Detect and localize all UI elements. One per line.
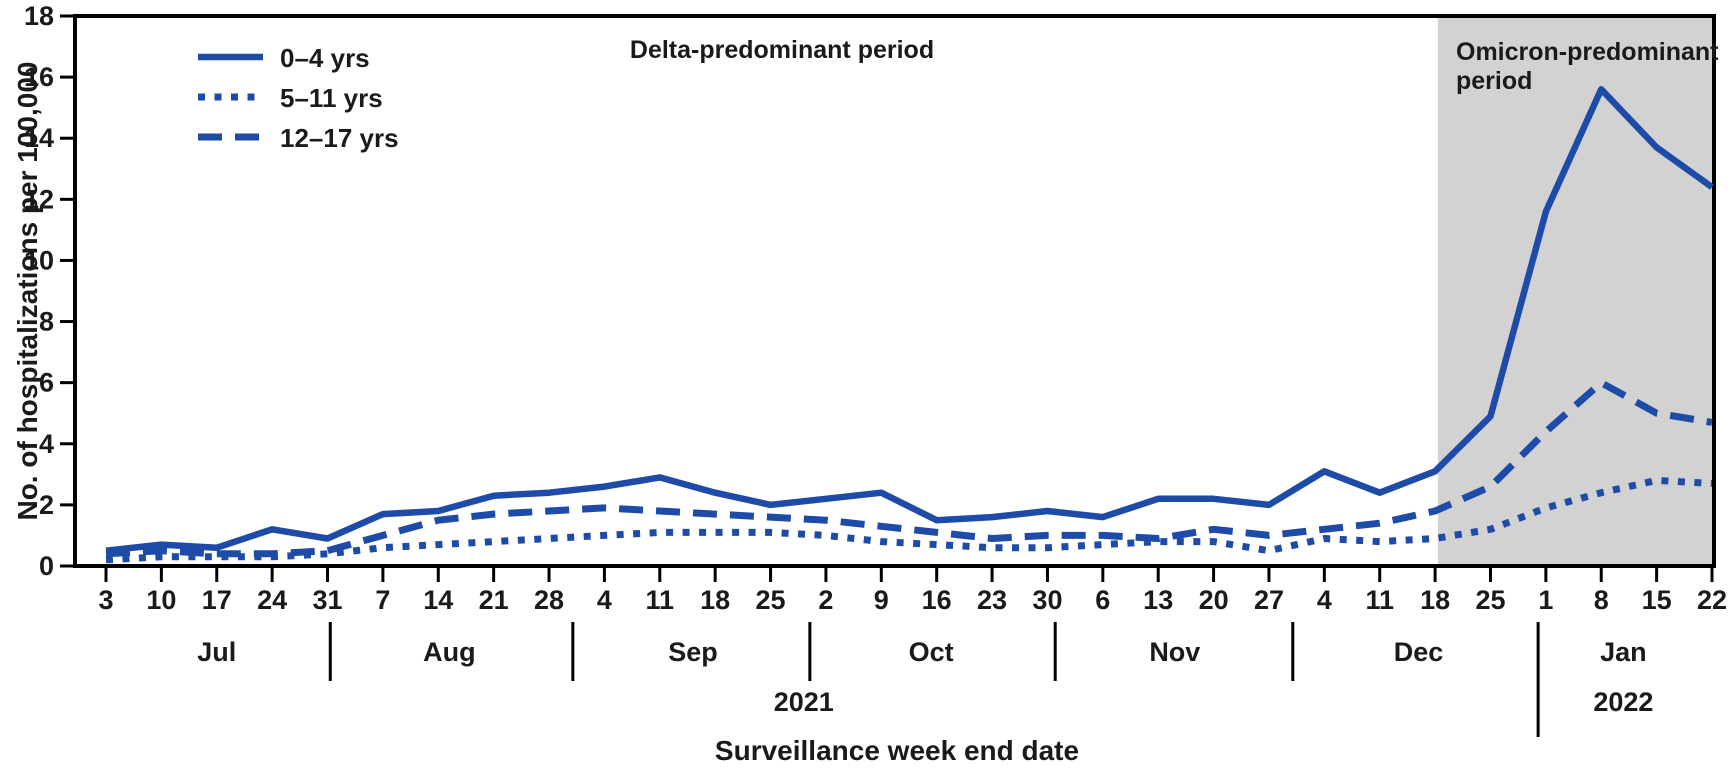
x-axis-day-label: 14 <box>423 585 453 615</box>
legend-label-0-4-yrs: 0–4 yrs <box>280 43 370 73</box>
delta-period-label: Delta-predominant period <box>629 36 935 64</box>
month-label: Aug <box>423 637 475 667</box>
y-axis-tick-label: 10 <box>24 245 54 275</box>
x-axis-day-label: 4 <box>597 585 612 615</box>
x-axis-day-label: 1 <box>1538 585 1553 615</box>
x-axis-title: Surveillance week end date <box>714 735 1080 766</box>
plot-frame <box>73 14 1716 568</box>
y-axis-title: No. of hospitalizations per 100,000 <box>12 61 43 521</box>
x-axis-day-label: 17 <box>202 585 232 615</box>
x-axis-day-label: 7 <box>375 585 390 615</box>
x-axis-day-label: 11 <box>1365 585 1394 615</box>
y-axis-tick-label: 16 <box>24 62 54 92</box>
y-axis-tick-label: 12 <box>24 184 54 214</box>
x-axis-day-label: 3 <box>98 585 113 615</box>
y-axis-tick-label: 8 <box>39 307 54 337</box>
omicron-period-label: Omicron-predominant period <box>1456 38 1719 95</box>
y-axis-tick-label: 0 <box>39 551 54 581</box>
x-axis-day-label: 22 <box>1697 585 1727 615</box>
x-axis-day-label: 23 <box>977 585 1007 615</box>
x-axis-day-label: 6 <box>1095 585 1110 615</box>
x-axis-day-label: 2 <box>818 585 833 615</box>
x-axis-day-label: 28 <box>534 585 564 615</box>
legend-label-5-11-yrs: 5–11 yrs <box>280 83 383 113</box>
x-axis-day-label: 9 <box>874 585 889 615</box>
x-axis-day-label: 11 <box>646 585 675 615</box>
x-axis-day-label: 24 <box>257 585 287 615</box>
legend-label-12-17-yrs: 12–17 yrs <box>280 123 399 153</box>
x-axis-day-label: 30 <box>1032 585 1062 615</box>
x-axis-day-label: 8 <box>1594 585 1609 615</box>
x-axis-day-label: 25 <box>756 585 786 615</box>
y-axis-tick-label: 6 <box>39 368 54 398</box>
x-axis-day-label: 10 <box>146 585 176 615</box>
x-axis-day-label: 16 <box>922 585 952 615</box>
omicron-shaded-region <box>1437 18 1712 564</box>
y-axis-tick-label: 18 <box>24 1 54 31</box>
x-axis-day-label: 13 <box>1143 585 1173 615</box>
x-axis-day-label: 25 <box>1475 585 1505 615</box>
series-line-12-17-yrs <box>105 379 1713 558</box>
month-label: Sep <box>668 637 718 667</box>
y-axis-tick-label: 14 <box>24 123 54 153</box>
year-label: 2021 <box>774 687 834 717</box>
x-axis-day-label: 31 <box>312 585 342 615</box>
x-axis-day-label: 18 <box>1420 585 1450 615</box>
month-label: Jan <box>1600 637 1647 667</box>
x-axis-day-label: 21 <box>479 585 509 615</box>
year-label: 2022 <box>1593 687 1653 717</box>
month-label: Dec <box>1394 637 1444 667</box>
x-axis-day-label: 20 <box>1199 585 1229 615</box>
y-axis-tick-label: 4 <box>39 429 54 459</box>
y-axis-tick-label: 2 <box>39 490 54 520</box>
month-label: Nov <box>1149 637 1200 667</box>
x-axis-day-label: 15 <box>1642 585 1672 615</box>
x-axis-day-label: 4 <box>1317 585 1332 615</box>
x-axis-day-label: 27 <box>1254 585 1284 615</box>
month-label: Oct <box>909 637 954 667</box>
x-axis-day-label: 18 <box>700 585 730 615</box>
series-line-5-11-yrs <box>105 476 1713 564</box>
series-line-0-4-yrs <box>105 86 1714 554</box>
month-label: Jul <box>197 637 236 667</box>
